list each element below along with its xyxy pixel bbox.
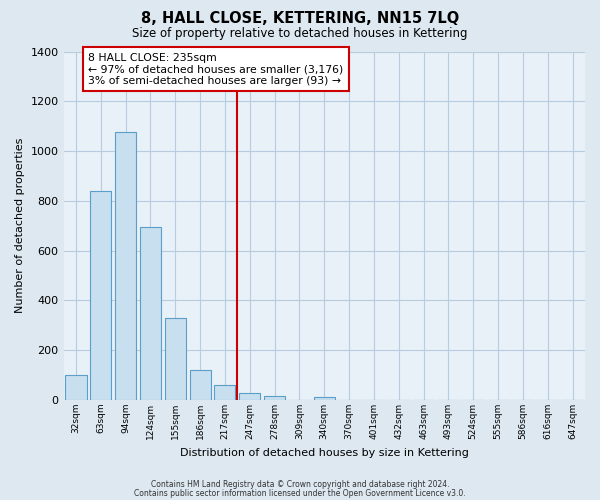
Bar	[214, 384, 235, 400]
Bar	[140, 228, 161, 400]
Bar	[264, 396, 285, 400]
Text: Size of property relative to detached houses in Kettering: Size of property relative to detached ho…	[132, 28, 468, 40]
Bar	[115, 132, 136, 400]
Text: 8 HALL CLOSE: 235sqm
← 97% of detached houses are smaller (3,176)
3% of semi-det: 8 HALL CLOSE: 235sqm ← 97% of detached h…	[88, 52, 344, 86]
Bar	[314, 397, 335, 400]
Bar	[90, 192, 112, 400]
Text: Contains public sector information licensed under the Open Government Licence v3: Contains public sector information licen…	[134, 488, 466, 498]
X-axis label: Distribution of detached houses by size in Kettering: Distribution of detached houses by size …	[180, 448, 469, 458]
Bar	[65, 375, 86, 400]
Text: Contains HM Land Registry data © Crown copyright and database right 2024.: Contains HM Land Registry data © Crown c…	[151, 480, 449, 489]
Bar	[190, 370, 211, 400]
Bar	[239, 392, 260, 400]
Bar	[165, 318, 186, 400]
Y-axis label: Number of detached properties: Number of detached properties	[15, 138, 25, 314]
Text: 8, HALL CLOSE, KETTERING, NN15 7LQ: 8, HALL CLOSE, KETTERING, NN15 7LQ	[141, 11, 459, 26]
